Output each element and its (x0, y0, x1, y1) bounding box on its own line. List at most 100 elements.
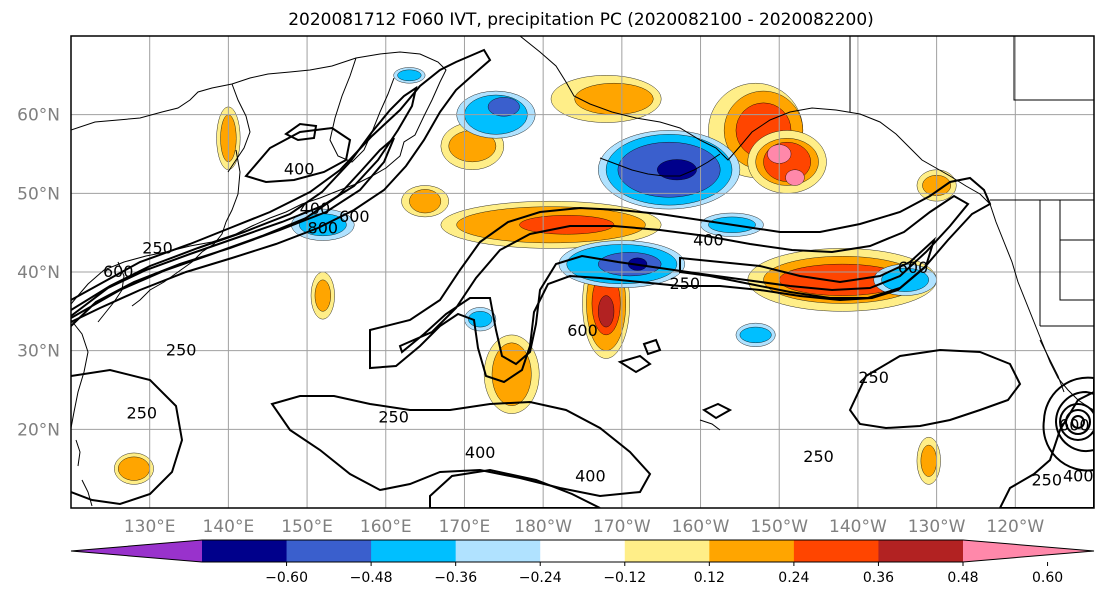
contour-label-text: 400 (284, 160, 315, 179)
boundary-canada-provinces (1013, 36, 1094, 101)
colorbar-label-6: 0.24 (778, 570, 809, 586)
contour-small-closed-3 (701, 402, 733, 420)
lon-label-230: 130°W (908, 517, 966, 537)
colorbar-swatch-1 (286, 540, 372, 562)
contour-label-text: 250 (670, 274, 701, 293)
figure-title: 2020081712 F060 IVT, precipitation PC (2… (288, 10, 874, 30)
precip-shade-19 (598, 295, 615, 328)
contour-label-9: 250 (670, 274, 701, 293)
contour-label-14: 400 (575, 467, 606, 486)
colorbar-swatch-0 (202, 540, 288, 562)
precip-shade-29 (118, 456, 150, 481)
contour-400-kamchatka-loop (244, 126, 352, 184)
contour-label-16: 250 (858, 368, 889, 387)
precip-shade-21 (491, 342, 532, 406)
contour-label-text: 250 (803, 447, 834, 466)
lat-label-30: 30°N (17, 342, 60, 362)
contour-labels: 4004008006002506002502504002506006002504… (103, 160, 1094, 490)
lon-label-240: 120°W (986, 517, 1044, 537)
contour-label-text: 250 (166, 341, 197, 360)
lon-label-190: 170°W (593, 517, 651, 537)
contour-label-text: 600 (1059, 415, 1090, 434)
precip-shade-31 (314, 279, 331, 312)
contour-400-south-blob (429, 468, 601, 508)
boundary-us-states (1039, 200, 1094, 326)
coast-aleutians (599, 153, 721, 177)
contour-label-15: 250 (803, 447, 834, 466)
precip-shade-9 (785, 169, 805, 186)
colorbar-label-0: −0.60 (265, 570, 308, 586)
contour-250-south-blob (270, 395, 652, 498)
contour-hurricane-ring4 (1065, 409, 1091, 435)
colorbar-extend-low (71, 540, 202, 562)
contour-label-text: 400 (465, 443, 496, 462)
ivt-contours (71, 48, 1094, 508)
precip-shade-27 (920, 444, 937, 477)
coast-alaska (519, 36, 991, 205)
colorbar-swatch-8 (878, 540, 964, 562)
contour-label-text: 600 (103, 262, 134, 281)
lon-label-170: 170°E (439, 517, 491, 537)
contour-label-text: 250 (378, 408, 409, 427)
colorbar-label-1: −0.48 (350, 570, 393, 586)
colorbar-label-4: −0.12 (603, 570, 646, 586)
lat-label-40: 40°N (17, 263, 60, 283)
lon-label-150: 150°E (281, 517, 333, 537)
contour-label-text: 250 (1032, 470, 1063, 489)
contour-400-small-loop (284, 122, 318, 142)
contour-label-8: 400 (693, 231, 724, 250)
colorbar-swatch-3 (455, 540, 541, 562)
contour-small-closed-1 (617, 354, 652, 374)
precip-shade-42 (487, 97, 520, 117)
contour-250-east (848, 348, 1022, 430)
map-frame (70, 35, 1095, 509)
contour-400-west-jet (71, 85, 418, 317)
lat-label-60: 60°N (17, 106, 60, 126)
contour-label-12: 250 (378, 408, 409, 427)
contour-label-0: 400 (284, 160, 315, 179)
coast-hawaii (699, 419, 721, 431)
contour-250-west-jet (71, 48, 492, 323)
lon-label-210: 150°W (750, 517, 808, 537)
colorbar-label-5: 0.12 (694, 570, 725, 586)
lon-label-220: 140°W (829, 517, 887, 537)
lat-lon-grid (71, 36, 1094, 508)
contour-hurricane-ring3 (1059, 403, 1094, 441)
contour-label-1: 400 (300, 199, 331, 218)
precip-shade-12 (519, 215, 615, 235)
lat-label-20: 20°N (17, 420, 60, 440)
coast-asia-east (71, 51, 447, 305)
contour-small-closed-2 (642, 338, 662, 356)
coast-luzon (81, 479, 93, 507)
colorbar-tick-labels: −0.60 −0.48 −0.36 −0.24 −0.12 0.12 0.24 0.36 0.4… (265, 562, 1063, 586)
precip-shade-25 (409, 189, 442, 214)
longitude-axis-labels: 130°E 140°E 150°E 160°E 170°E 180°W 170°W 160°W… (124, 517, 1045, 537)
coast-kamchatka (329, 57, 395, 163)
contour-label-6: 250 (166, 341, 197, 360)
coast-korea (97, 261, 125, 323)
contour-hurricane-ring5 (1071, 415, 1085, 429)
lon-label-130: 130°E (124, 517, 176, 537)
precip-shade-56 (739, 326, 772, 343)
colorbar-label-8: 0.48 (947, 570, 978, 586)
colorbar-label-7: 0.36 (863, 570, 894, 586)
contour-label-2: 800 (308, 219, 339, 238)
contour-label-text: 250 (142, 238, 173, 257)
contour-label-text: 600 (898, 258, 929, 277)
contour-label-19: 600 (1059, 415, 1090, 434)
contour-label-17: 250 (1032, 470, 1063, 489)
contour-label-11: 600 (567, 321, 598, 340)
colorbar-swatch-2 (371, 540, 457, 562)
contour-label-text: 400 (575, 467, 606, 486)
colorbar-outline (70, 539, 1095, 563)
colorbar-swatch-7 (793, 540, 879, 562)
coast-north-america-west (989, 203, 1094, 411)
coast-sakhalin (225, 149, 241, 223)
contour-label-5: 600 (103, 262, 134, 281)
coast-okhotsk (227, 83, 251, 173)
contour-label-text: 400 (1063, 467, 1094, 486)
contour-label-10: 600 (898, 258, 929, 277)
contour-label-18: 400 (1063, 467, 1094, 486)
lon-label-140: 140°E (203, 517, 255, 537)
precip-shade-58 (397, 69, 422, 82)
